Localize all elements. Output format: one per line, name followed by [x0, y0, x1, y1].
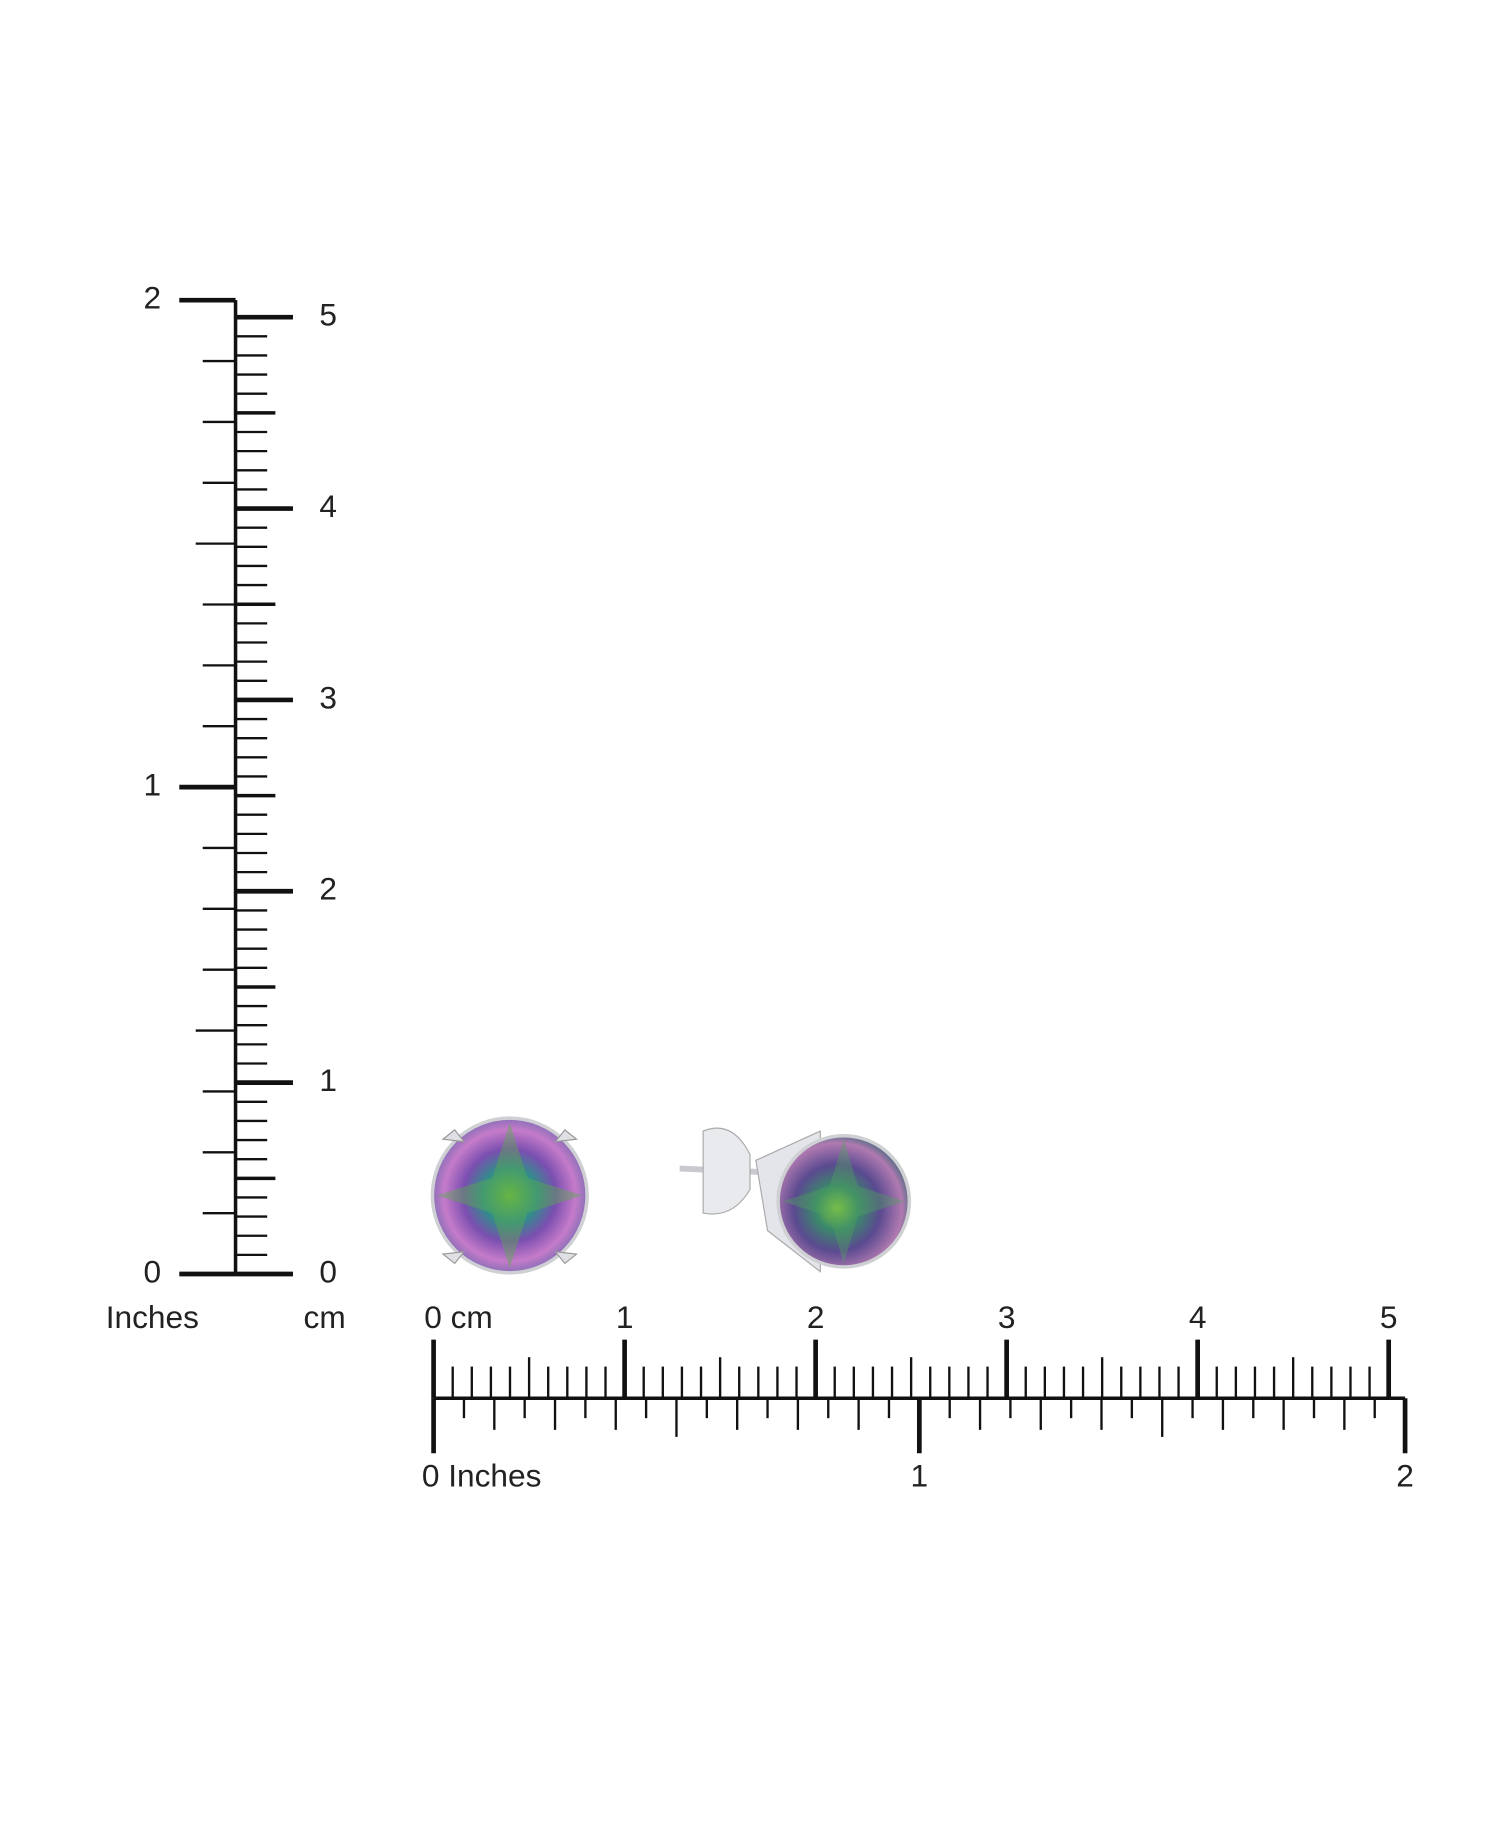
- cm-label: 5: [1380, 1299, 1398, 1335]
- cm-label: 4: [1189, 1299, 1207, 1335]
- cm-label: 2: [319, 871, 337, 907]
- unit-label: Inches: [106, 1299, 199, 1335]
- cm-label: 3: [998, 1299, 1016, 1335]
- earring-side: [679, 1127, 912, 1273]
- unit-label: cm: [304, 1299, 346, 1335]
- inch-label: 1: [144, 766, 162, 802]
- inch-label: 0: [144, 1253, 162, 1289]
- cm-label: 2: [807, 1299, 825, 1335]
- cm-label: 5: [319, 297, 337, 333]
- inch-label: 0 Inches: [422, 1457, 542, 1493]
- cm-label: 3: [319, 679, 337, 715]
- inch-label: 2: [144, 280, 162, 316]
- cm-label: 0 cm: [424, 1299, 493, 1335]
- cm-label: 1: [616, 1299, 634, 1335]
- cm-label: 1: [319, 1062, 337, 1098]
- inch-label: 1: [911, 1457, 929, 1493]
- inch-label: 2: [1396, 1457, 1414, 1493]
- cm-label: 4: [319, 488, 337, 524]
- cm-label: 0: [319, 1253, 337, 1289]
- earring-front: [430, 1116, 589, 1275]
